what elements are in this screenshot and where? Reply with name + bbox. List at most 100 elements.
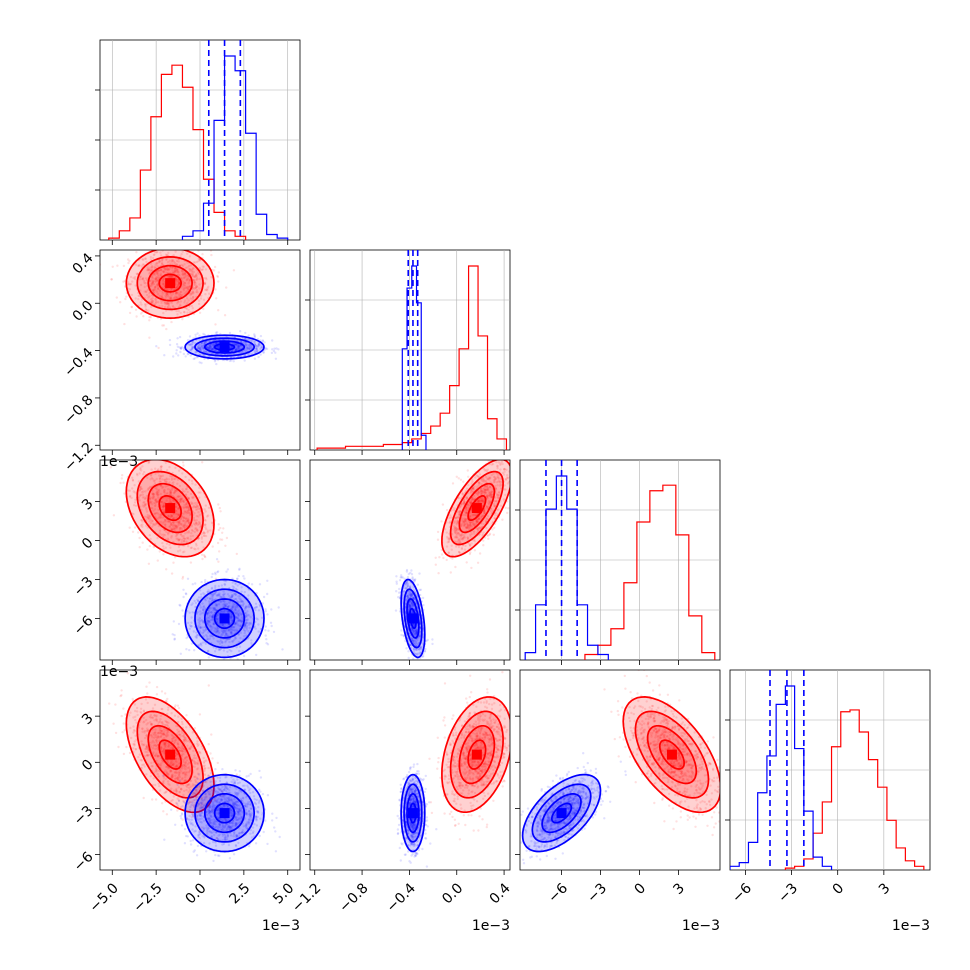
point-red: [162, 520, 166, 524]
point-blue: [206, 346, 209, 350]
point-red: [144, 282, 147, 285]
point-blue: [186, 339, 190, 342]
point-red: [195, 521, 198, 524]
point-blue: [186, 577, 190, 580]
point-blue: [207, 340, 210, 343]
point-red: [183, 263, 186, 266]
point-red: [146, 488, 149, 492]
point-red: [190, 273, 194, 276]
point-red: [139, 283, 143, 287]
point-red: [176, 507, 180, 510]
point-red: [172, 561, 175, 564]
point-blue: [272, 630, 276, 634]
point-red: [168, 246, 170, 248]
point-red: [153, 250, 157, 254]
point-red: [451, 557, 454, 560]
point-red: [189, 538, 192, 541]
point-blue: [261, 340, 265, 343]
point-red: [153, 253, 156, 256]
point-blue: [206, 346, 209, 349]
point-blue: [214, 358, 217, 362]
point-red: [128, 259, 131, 263]
point-red: [148, 336, 151, 339]
point-red: [182, 281, 185, 284]
point-blue: [210, 348, 213, 351]
point-blue: [239, 346, 242, 349]
point-red: [177, 469, 181, 472]
point-red: [186, 289, 189, 292]
point-red: [210, 276, 213, 279]
point-blue: [255, 347, 258, 351]
point-red: [138, 278, 142, 281]
point-blue: [259, 353, 262, 356]
point-blue: [247, 582, 250, 585]
point-red: [170, 527, 173, 530]
point-red: [179, 549, 182, 552]
point-red: [152, 493, 155, 496]
histogram-blue-0: [181, 55, 289, 240]
point-blue: [257, 342, 261, 345]
histogram-red-1: [316, 265, 508, 450]
point-red: [151, 256, 155, 260]
point-red: [199, 259, 202, 262]
point-red: [177, 283, 180, 286]
point-red: [194, 548, 197, 551]
point-red: [115, 296, 119, 299]
point-blue: [247, 334, 250, 337]
point-red: [142, 501, 145, 504]
point-red: [188, 280, 191, 283]
point-red: [148, 292, 151, 295]
point-blue: [264, 629, 267, 632]
point-red: [186, 517, 190, 520]
point-red: [152, 509, 155, 512]
point-red: [155, 271, 159, 274]
point-blue: [244, 337, 247, 341]
point-red: [176, 482, 179, 485]
point-red: [143, 290, 146, 293]
point-red: [155, 251, 158, 254]
point-red: [165, 480, 168, 484]
point-red: [182, 515, 185, 519]
point-blue: [235, 347, 239, 351]
point-red: [130, 306, 133, 309]
point-red: [185, 537, 188, 540]
point-blue: [246, 338, 249, 341]
point-red: [198, 287, 201, 290]
point-blue: [212, 343, 215, 347]
point-red: [183, 282, 187, 285]
point-blue: [209, 344, 212, 348]
point-red: [150, 301, 153, 305]
point-red: [188, 255, 192, 258]
point-red: [177, 506, 180, 510]
point-red: [151, 492, 154, 495]
point-red: [130, 305, 133, 308]
point-red: [488, 533, 491, 536]
point-red: [187, 264, 191, 268]
point-red: [487, 537, 490, 540]
point-blue: [254, 350, 257, 353]
point-red: [171, 258, 174, 262]
point-red: [160, 484, 163, 487]
point-red: [200, 553, 204, 556]
point-red: [194, 483, 197, 486]
point-red: [142, 263, 146, 266]
point-red: [181, 273, 184, 276]
point-red: [193, 281, 196, 285]
point-red: [185, 502, 188, 505]
point-red: [159, 268, 162, 271]
point-red: [434, 556, 437, 559]
point-red: [170, 260, 174, 263]
point-red: [151, 280, 155, 283]
point-blue: [407, 656, 410, 660]
point-red: [457, 477, 460, 480]
point-red: [201, 532, 205, 535]
point-red: [167, 295, 170, 298]
point-red: [187, 519, 190, 522]
density-peak-red: [471, 503, 482, 514]
point-red: [164, 296, 168, 299]
point-red: [169, 491, 173, 494]
point-red: [176, 525, 179, 528]
point-red: [151, 289, 155, 293]
point-red: [154, 486, 157, 490]
point-red: [185, 506, 188, 509]
